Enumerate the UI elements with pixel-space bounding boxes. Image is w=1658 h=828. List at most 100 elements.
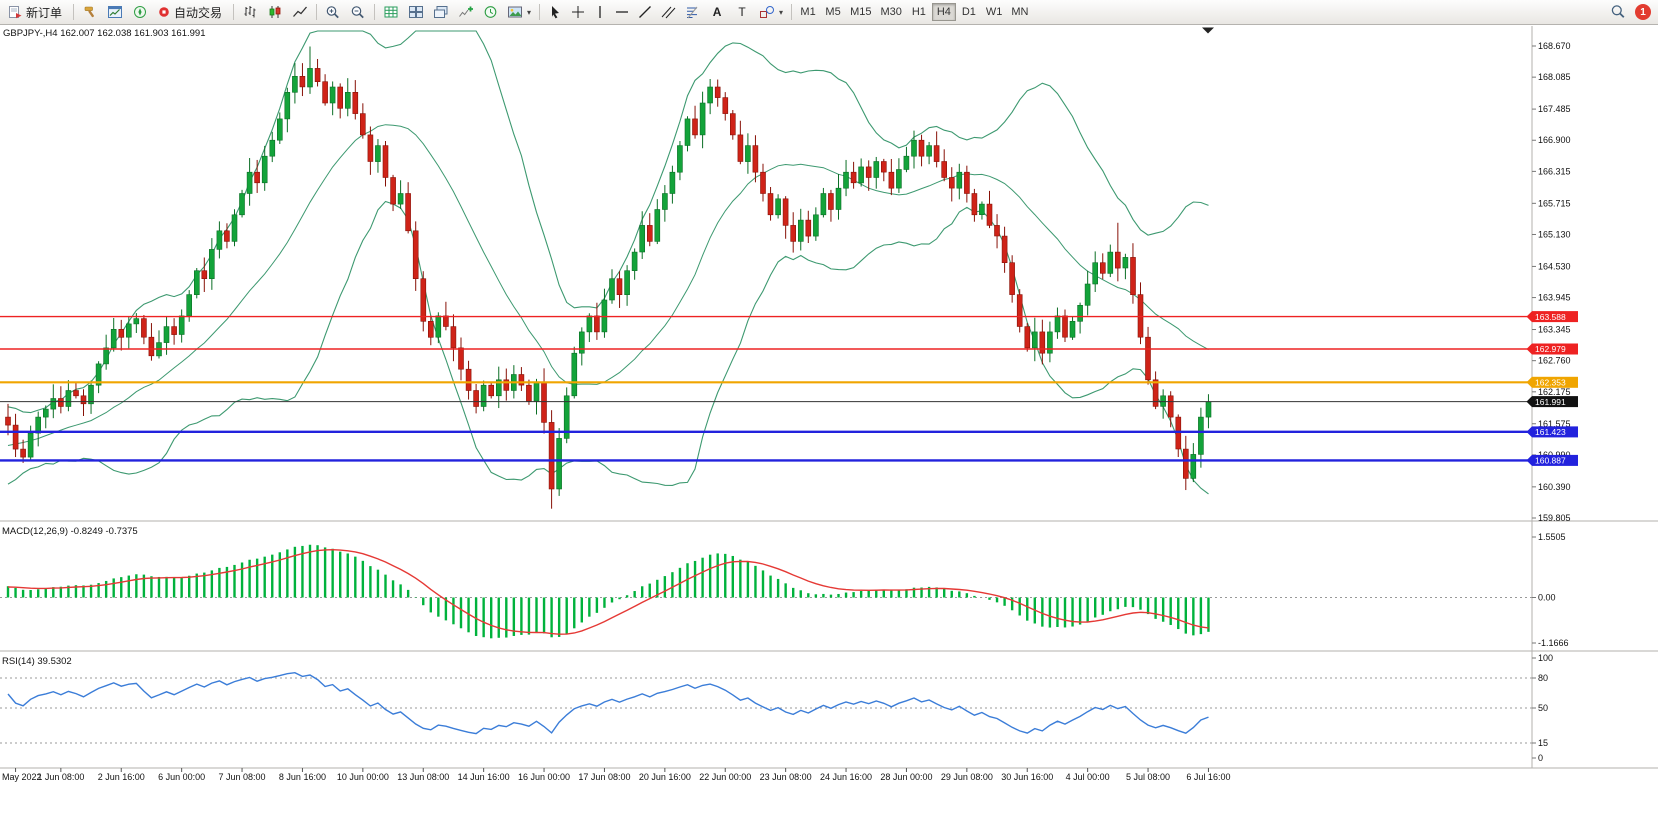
timeframe-m5-button[interactable]: M5 (821, 3, 845, 21)
separator (791, 4, 793, 20)
grid-icon (384, 6, 398, 18)
channel-icon (661, 6, 676, 19)
svg-text:167.485: 167.485 (1538, 104, 1571, 114)
navigator-button[interactable] (128, 2, 152, 23)
main-toolbar: 新订单 自动交易 (0, 0, 1658, 25)
cursor-button[interactable] (544, 2, 566, 23)
svg-text:160.887: 160.887 (1535, 456, 1566, 466)
market-watch-button[interactable] (103, 2, 127, 23)
separator (316, 4, 318, 20)
timeframe-mn-button[interactable]: MN (1007, 3, 1032, 21)
line-chart-icon (293, 6, 308, 17)
crosshair-icon (572, 6, 585, 18)
timeframe-h1-button[interactable]: H1 (907, 3, 931, 21)
text-tool-icon: A (712, 5, 722, 19)
separator (233, 4, 235, 20)
grid-button[interactable] (379, 2, 403, 23)
svg-text:165.130: 165.130 (1538, 229, 1571, 239)
search-icon (1611, 5, 1625, 18)
svg-text:165.715: 165.715 (1538, 198, 1571, 208)
svg-text:163.945: 163.945 (1538, 293, 1571, 303)
svg-text:50: 50 (1538, 703, 1548, 713)
svg-text:168.670: 168.670 (1538, 41, 1571, 51)
auto-trading-label: 自动交易 (174, 5, 223, 20)
svg-text:1 Jun 08:00: 1 Jun 08:00 (37, 772, 84, 782)
bar-chart-button[interactable] (238, 2, 262, 23)
new-order-button[interactable]: 新订单 (3, 2, 69, 23)
auto-trading-button[interactable]: 自动交易 (153, 2, 229, 23)
label-button[interactable]: T (730, 2, 754, 23)
zoom-in-icon (326, 5, 339, 18)
svg-text:1.5505: 1.5505 (1538, 532, 1566, 542)
zoom-in-button[interactable] (321, 2, 345, 23)
svg-text:163.345: 163.345 (1538, 325, 1571, 335)
svg-text:161.423: 161.423 (1535, 427, 1566, 437)
timeframe-m30-button[interactable]: M30 (876, 3, 905, 21)
timeframe-group: M1 M5 M15 M30 H1 H4 D1 W1 MN (796, 3, 1032, 21)
svg-text:24 Jun 16:00: 24 Jun 16:00 (820, 772, 872, 782)
svg-text:161.991: 161.991 (1535, 397, 1566, 407)
svg-text:-1.1666: -1.1666 (1538, 638, 1569, 648)
svg-text:162.979: 162.979 (1535, 344, 1566, 354)
market-watch-icon (108, 6, 123, 18)
svg-text:160.390: 160.390 (1538, 482, 1571, 492)
svg-text:20 Jun 16:00: 20 Jun 16:00 (639, 772, 691, 782)
trendline-button[interactable] (634, 2, 656, 23)
separator (539, 4, 541, 20)
timeframe-h4-button[interactable]: H4 (931, 3, 956, 21)
templates-button[interactable]: ▾ (503, 2, 535, 23)
chart-shift-marker (1202, 27, 1214, 34)
label-tool-icon: T (738, 5, 746, 19)
svg-text:80: 80 (1538, 673, 1548, 683)
svg-text:28 Jun 00:00: 28 Jun 00:00 (880, 772, 932, 782)
timeframe-m15-button[interactable]: M15 (846, 3, 875, 21)
candlestick-icon (269, 6, 281, 18)
text-button[interactable]: A (705, 2, 729, 23)
timeframe-m1-button[interactable]: M1 (796, 3, 820, 21)
svg-text:166.900: 166.900 (1538, 135, 1571, 145)
timeframe-d1-button[interactable]: D1 (957, 3, 981, 21)
metaeditor-button[interactable] (78, 2, 102, 23)
crosshair-button[interactable] (567, 2, 589, 23)
svg-text:0: 0 (1538, 753, 1543, 763)
svg-text:168.085: 168.085 (1538, 72, 1571, 82)
svg-text:RSI(14) 39.5302: RSI(14) 39.5302 (2, 656, 72, 667)
svg-text:162.353: 162.353 (1535, 378, 1566, 388)
template-image-icon (508, 6, 523, 18)
indicators-button[interactable] (454, 2, 478, 23)
tile-windows-button[interactable] (404, 2, 428, 23)
vertical-line-button[interactable] (590, 2, 610, 23)
channel-button[interactable] (657, 2, 680, 23)
svg-text:162.760: 162.760 (1538, 356, 1571, 366)
fibonacci-button[interactable] (681, 2, 704, 23)
notification-badge[interactable]: 1 (1635, 4, 1651, 20)
shapes-icon (760, 6, 775, 18)
svg-text:7 Jun 08:00: 7 Jun 08:00 (219, 772, 266, 782)
search-button[interactable] (1606, 2, 1630, 23)
svg-text:5 Jul 08:00: 5 Jul 08:00 (1126, 772, 1170, 782)
line-chart-button[interactable] (288, 2, 312, 23)
svg-text:15: 15 (1538, 738, 1548, 748)
svg-text:159.805: 159.805 (1538, 513, 1571, 523)
cascade-windows-button[interactable] (429, 2, 453, 23)
tile-windows-icon (409, 6, 424, 18)
svg-text:164.530: 164.530 (1538, 261, 1571, 271)
cursor-icon (552, 6, 560, 19)
svg-text:4 Jul 00:00: 4 Jul 00:00 (1066, 772, 1110, 782)
candlestick-button[interactable] (263, 2, 287, 23)
auto-trading-icon (159, 7, 169, 17)
zoom-out-button[interactable] (346, 2, 370, 23)
dropdown-caret-icon: ▾ (779, 7, 784, 17)
navigator-icon (134, 6, 147, 18)
svg-text:May 2022: May 2022 (2, 772, 42, 782)
svg-text:8 Jun 16:00: 8 Jun 16:00 (279, 772, 326, 782)
zoom-out-icon (351, 5, 364, 18)
timeframe-w1-button[interactable]: W1 (982, 3, 1007, 21)
indicators-icon (459, 6, 474, 17)
svg-text:22 Jun 00:00: 22 Jun 00:00 (699, 772, 751, 782)
horizontal-line-button[interactable] (611, 2, 633, 23)
shapes-button[interactable]: ▾ (755, 2, 787, 23)
period-button[interactable] (479, 2, 502, 23)
svg-text:30 Jun 16:00: 30 Jun 16:00 (1001, 772, 1053, 782)
